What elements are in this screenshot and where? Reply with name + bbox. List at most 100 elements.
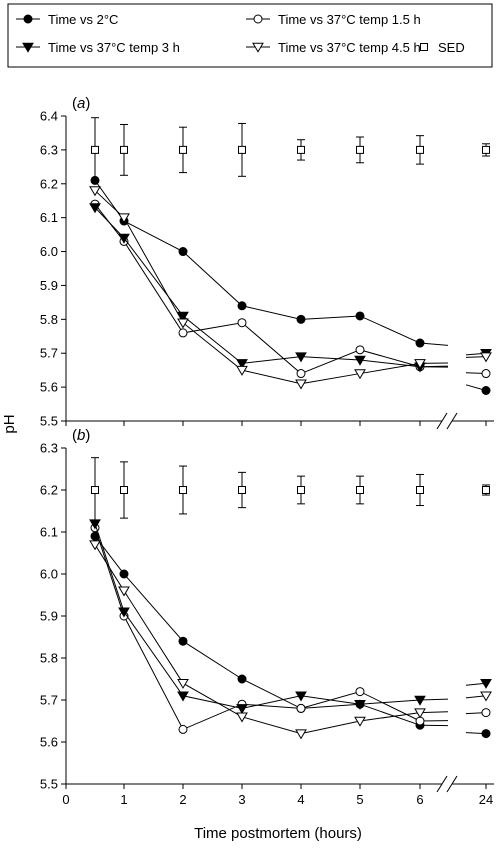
data-point — [236, 712, 248, 723]
data-point — [296, 703, 306, 713]
panel-b: 5.5 5.6 5.7 5.8 5.9 6.0 6.1 6.2 6.3 0 1 2 3 4 5 6 24 (b) — [40, 427, 494, 807]
data-point — [481, 729, 491, 739]
y-tick-label: 5.8 — [40, 651, 58, 666]
x-tick-label: 3 — [238, 792, 245, 807]
y-tick-label: 5.7 — [40, 346, 58, 361]
panel-label: (b) — [72, 427, 90, 444]
series-line-tail — [419, 365, 449, 368]
data-point — [178, 328, 188, 338]
data-point — [482, 486, 490, 494]
x-tick-label: 1 — [120, 792, 127, 807]
x-tick-label: 4 — [297, 792, 304, 807]
legend: Time vs 2°C Time vs 37°C temp 1.5 h Time v… — [7, 3, 493, 68]
legend-item: Time vs 37°C temp 3 h — [16, 40, 180, 55]
data-point — [120, 145, 128, 154]
x-axis-label: Time postmortem (hours) — [194, 825, 362, 842]
data-point — [480, 691, 492, 702]
data-point — [118, 607, 130, 618]
data-point — [295, 691, 307, 702]
y-tick-label: 6.0 — [40, 244, 58, 259]
series-line-tail — [465, 682, 487, 686]
y-tick-label: 5.6 — [40, 735, 58, 750]
legend-label: Time vs 2°C — [48, 12, 118, 27]
series-line — [94, 527, 421, 731]
y-tick-label: 5.6 — [40, 380, 58, 395]
x-tick-label: 5 — [356, 792, 363, 807]
axis-break-mark — [446, 412, 458, 430]
y-tick-label: 5.5 — [40, 777, 58, 792]
y-axis-label: pH — [1, 414, 18, 433]
data-point — [354, 369, 366, 380]
y-tick-label: 5.5 — [40, 414, 58, 429]
legend-item: Time vs 37°C temp 4.5 h — [246, 40, 421, 55]
series — [91, 117, 490, 183]
data-point — [354, 699, 366, 710]
series — [90, 175, 491, 395]
series-line-tail — [419, 711, 449, 714]
legend-marker-icon — [420, 43, 428, 51]
series-line-tail — [465, 356, 487, 358]
data-point — [236, 359, 248, 370]
data-point — [120, 486, 128, 494]
data-point — [297, 486, 305, 494]
axis-break-mark — [446, 775, 458, 793]
data-point — [480, 352, 492, 363]
data-point — [481, 369, 491, 379]
series-line — [94, 523, 421, 709]
data-point — [177, 691, 189, 702]
data-point — [355, 311, 365, 321]
data-point — [177, 678, 189, 689]
data-point — [118, 586, 130, 597]
series-line-tail — [419, 342, 449, 346]
data-point — [295, 729, 307, 740]
data-point — [119, 569, 129, 579]
data-point — [178, 636, 188, 646]
legend-label: SED — [438, 40, 465, 55]
data-point — [91, 486, 99, 494]
data-point — [89, 186, 101, 197]
data-point — [296, 314, 306, 324]
data-point — [238, 145, 246, 154]
data-point — [416, 145, 424, 154]
series-line — [94, 190, 421, 385]
data-point — [91, 145, 99, 154]
data-point — [237, 318, 247, 328]
legend-marker-icon — [23, 14, 33, 24]
y-tick-label: 6.3 — [40, 142, 58, 157]
legend-label: Time vs 37°C temp 4.5 h — [278, 40, 421, 55]
data-point — [118, 233, 130, 244]
data-point — [356, 145, 364, 154]
x-tick-label: 2 — [179, 792, 186, 807]
data-point — [295, 379, 307, 390]
data-point — [480, 678, 492, 689]
axis-break-mark — [436, 775, 448, 793]
y-tick-label: 6.4 — [40, 109, 58, 124]
y-tick-label: 5.9 — [40, 609, 58, 624]
data-point — [354, 355, 366, 366]
legend-marker-icon — [22, 42, 34, 53]
legend-frame — [7, 3, 493, 68]
data-point — [179, 486, 187, 494]
data-point — [482, 145, 490, 154]
legend-marker-icon — [252, 42, 264, 53]
data-point — [356, 486, 364, 494]
y-tick-label: 5.7 — [40, 693, 58, 708]
legend-marker-icon — [253, 14, 263, 24]
legend-label: Time vs 37°C temp 3 h — [48, 40, 180, 55]
panel-label: (a) — [72, 95, 90, 112]
series — [90, 523, 491, 734]
y-tick-label: 6.2 — [40, 176, 58, 191]
series-line-tail — [419, 698, 449, 701]
series — [91, 457, 490, 523]
data-point — [416, 486, 424, 494]
data-point — [297, 145, 305, 154]
data-point — [89, 540, 101, 551]
data-point — [89, 203, 101, 214]
x-tick-label: 24 — [479, 792, 493, 807]
y-tick-label: 5.8 — [40, 312, 58, 327]
data-point — [177, 311, 189, 322]
series — [89, 519, 492, 715]
data-point — [178, 247, 188, 257]
legend-item: Time vs 37°C temp 1.5 h — [246, 12, 421, 27]
data-point — [481, 386, 491, 395]
